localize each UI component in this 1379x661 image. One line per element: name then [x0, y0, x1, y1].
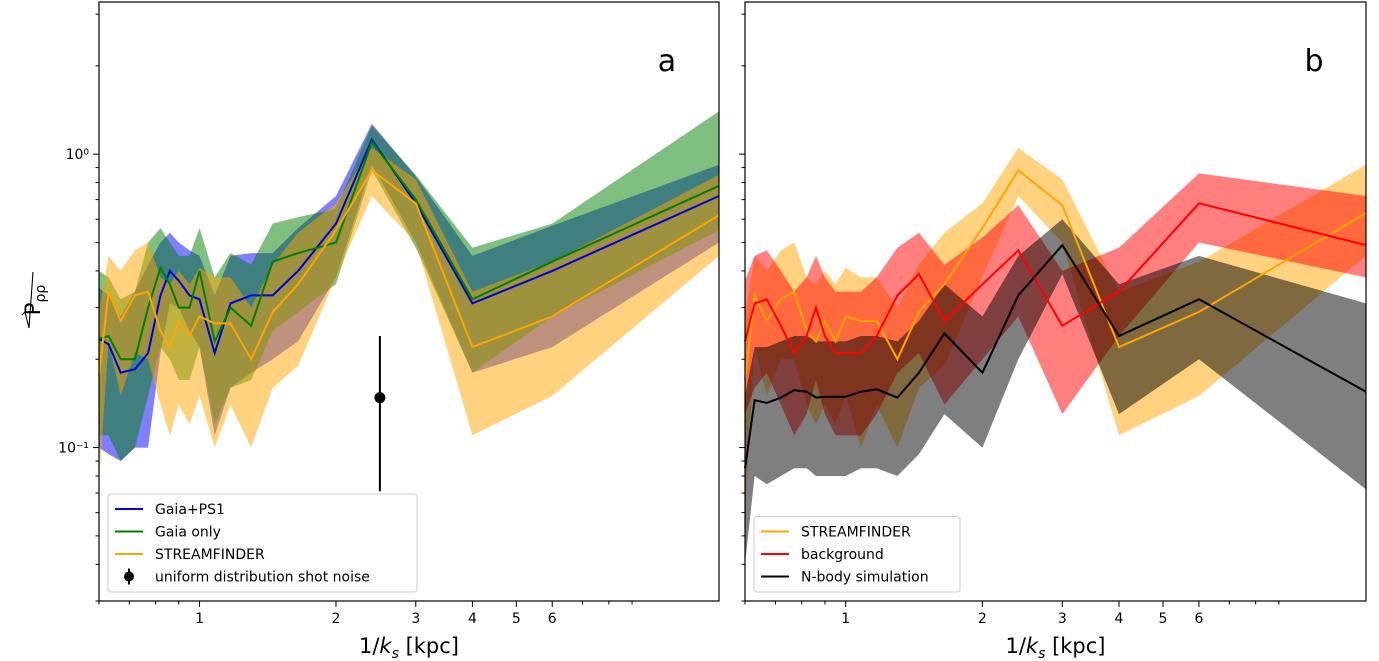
series-line-gaia-ps1 — [98, 137, 720, 374]
legend: Gaia+PS1 Gaia only STREAMFINDER uniform dis… — [107, 493, 418, 593]
y-axis-label-text: Pρρ — [21, 285, 49, 316]
sqrt-radical-icon — [21, 271, 34, 329]
legend-entry-label: N-body simulation — [801, 570, 929, 586]
legend: STREAMFINDER background N-body simulation — [753, 516, 961, 593]
y-axis — [739, 13, 745, 602]
x-tick-label: 5 — [1159, 611, 1168, 627]
panel-b: 1 2 3 4 5 6 1/ks [kpc] b STREAMFINDER background N… — [739, 1, 1367, 661]
panel-a: 1 2 3 4 5 6 10⁻¹ 10⁰ 1/ks [kpc] a Gaia+PS1 Gaia onl… — [58, 1, 720, 661]
x-axis-label: 1/ks [kpc] — [1005, 634, 1105, 661]
legend-box — [107, 493, 418, 593]
x-tick-label: 2 — [332, 611, 341, 627]
series-line-streamfinder — [744, 168, 1367, 381]
legend-entry-label: uniform distribution shot noise — [155, 570, 370, 586]
series-line-streamfinder — [98, 168, 720, 377]
x-axis-label-unit: [kpc] — [399, 634, 459, 658]
x-tick-label: 3 — [411, 611, 420, 627]
panel-label: a — [658, 44, 676, 79]
legend-entry-label: Gaia only — [155, 525, 221, 541]
x-tick-label: 6 — [1194, 611, 1203, 627]
y-axis-label-sub: ρρ — [33, 285, 49, 303]
x-axis-label-unit: [kpc] — [1045, 634, 1105, 658]
series-line-background — [744, 202, 1367, 355]
x-axis: 1 2 3 4 5 6 — [744, 601, 1280, 627]
errorbar-point — [374, 392, 386, 404]
x-tick-label: 3 — [1058, 611, 1067, 627]
axes-frame — [98, 1, 720, 602]
x-tick-label: 5 — [512, 611, 521, 627]
plot-area — [744, 147, 1367, 565]
legend-entry-label: background — [801, 547, 884, 563]
x-axis-label-sub: s — [1038, 646, 1045, 661]
legend-entry-label: STREAMFINDER — [155, 547, 265, 563]
legend-entry-label: Gaia+PS1 — [155, 502, 225, 518]
legend-box — [753, 516, 961, 593]
x-tick-label: 1 — [195, 611, 204, 627]
x-tick-label: 4 — [1115, 611, 1124, 627]
x-axis-label-sub: s — [392, 646, 399, 661]
legend-swatch-point — [124, 571, 134, 582]
series-line-n-body-simulation — [744, 243, 1367, 469]
y-tick-label: 10⁰ — [66, 147, 90, 163]
band-streamfinder — [99, 147, 719, 485]
y-axis-label: Pρρ — [21, 271, 49, 329]
x-axis-label-main: 1/ — [359, 634, 380, 658]
x-tick-label: 6 — [548, 611, 557, 627]
x-tick-label: 2 — [978, 611, 987, 627]
plot-area — [98, 111, 720, 492]
x-axis: 1 2 3 4 5 6 — [98, 601, 633, 627]
x-axis-label-main: 1/ — [1005, 634, 1026, 658]
axes-frame — [744, 1, 1367, 602]
y-axis: 10⁻¹ 10⁰ — [58, 13, 99, 602]
y-axis-label-main: P — [21, 303, 45, 316]
x-axis-label: 1/ks [kpc] — [359, 634, 459, 661]
panel-label: b — [1304, 44, 1323, 79]
legend-entry-label: STREAMFINDER — [801, 525, 911, 541]
x-tick-label: 1 — [841, 611, 850, 627]
x-axis-label-var: k — [379, 634, 392, 658]
x-axis-label-var: k — [1026, 634, 1039, 658]
x-tick-label: 4 — [468, 611, 477, 627]
series-line-gaia-only — [98, 139, 720, 361]
y-tick-label: 10⁻¹ — [58, 441, 89, 457]
